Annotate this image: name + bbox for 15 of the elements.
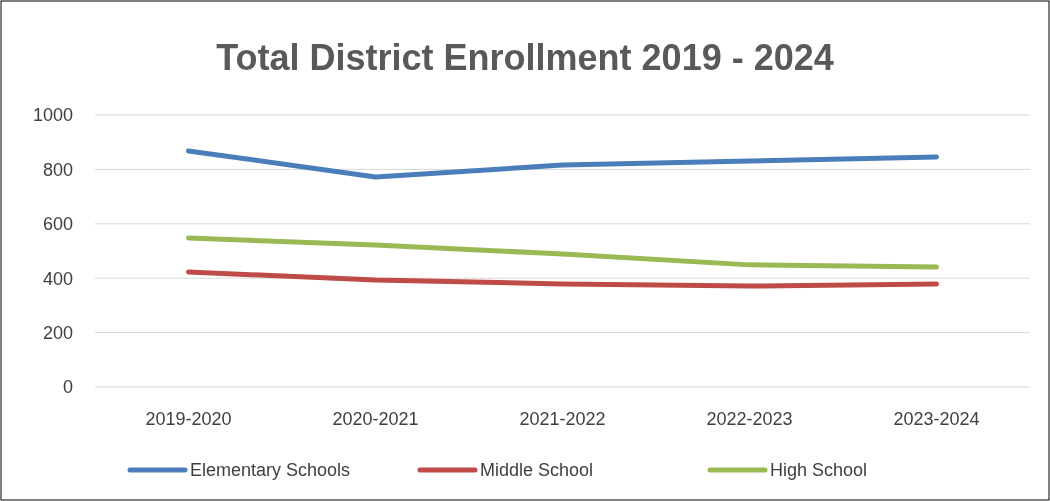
x-tick-label: 2019-2020 (145, 409, 232, 429)
y-tick-label: 1000 (32, 105, 73, 126)
legend-label: High School (770, 460, 868, 481)
legend-label: Elementary Schools (190, 460, 351, 481)
y-tick-label: 400 (42, 268, 73, 289)
y-tick-label: 200 (42, 322, 73, 343)
y-tick-label: 800 (42, 159, 73, 180)
x-tick-label: 2022-2023 (706, 409, 793, 429)
y-tick-label: 0 (62, 377, 73, 398)
chart-title: Total District Enrollment 2019 - 2024 (216, 37, 834, 78)
x-tick-label: 2020-2021 (332, 409, 419, 429)
x-tick-label: 2021-2022 (519, 409, 606, 429)
legend-label: Middle School (480, 460, 594, 481)
x-tick-label: 2023-2024 (893, 409, 980, 429)
y-tick-label: 600 (42, 214, 73, 235)
